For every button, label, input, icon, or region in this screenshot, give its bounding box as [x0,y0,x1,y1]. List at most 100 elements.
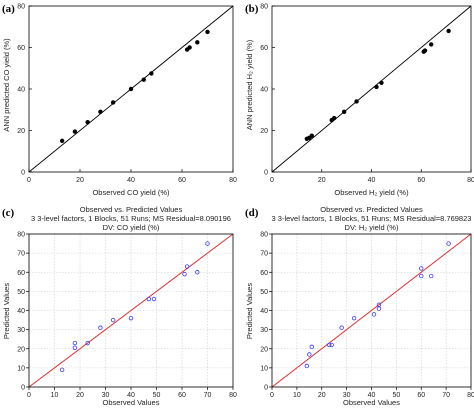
y-tick-label: 40 [260,87,268,94]
data-point [72,345,78,350]
x-tick-label: 30 [102,392,110,399]
x-tick-label: 80 [229,392,237,399]
x-axis-label: Observed H₂ yield (%) [334,188,409,197]
data-point [304,363,310,369]
data-point [341,109,347,115]
x-tick-label: 80 [229,177,237,184]
data-point [110,317,116,323]
data-point [195,270,200,275]
data-point [379,80,384,85]
reference-line [271,233,472,388]
y-tick-label: 0 [21,385,25,392]
y-tick-label: 60 [260,270,268,277]
x-tick-label: 60 [178,177,186,184]
x-axis-label: Observed CO yield (%) [92,188,170,197]
chart-title-line: Observed vs. Predicted Values [320,205,423,214]
y-tick-label: 40 [17,308,25,315]
data-point [146,296,152,302]
y-tick-label: 20 [17,346,25,353]
chart-title-line: Observed vs. Predicted Values [80,205,183,214]
x-tick-label: 10 [293,392,301,399]
y-tick-label: 10 [17,365,25,372]
y-axis-label: ANN predicted H₂ yield (%) [245,39,254,130]
y-axis-label: ANN predicted CO yield (%) [2,38,11,132]
x-axis-label: Observed Values [343,398,400,407]
data-point [85,120,90,125]
y-tick-label: 20 [260,346,268,353]
y-tick-label: 80 [260,232,268,239]
reference-line [28,233,234,388]
x-tick-label: 60 [417,392,425,399]
data-point [72,340,78,346]
x-tick-label: 70 [204,392,212,399]
y-tick-label: 60 [17,270,25,277]
x-tick-label: 40 [368,177,376,184]
data-point [307,352,312,357]
y-tick-label: 20 [17,128,25,135]
y-tick-label: 60 [260,45,268,52]
panel-label: (a) [2,3,15,15]
x-tick-label: 0 [27,177,31,184]
y-tick-label: 30 [260,327,268,334]
x-tick-label: 40 [127,392,135,399]
x-tick-label: 0 [270,392,274,399]
x-axis-label: Observed Values [103,398,160,407]
x-tick-label: 20 [76,392,84,399]
y-tick-label: 20 [260,128,268,135]
data-point [331,115,337,121]
data-point [98,325,103,330]
y-tick-label: 70 [17,251,25,258]
x-tick-label: 0 [270,177,274,184]
y-axis-label: Predicted Values [245,283,254,339]
data-point [351,315,357,321]
x-tick-label: 70 [442,392,450,399]
data-point [85,340,90,346]
data-point [151,296,157,302]
chart-title-line: 3 3-level factors, 1 Blocks, 51 Runs; MS… [272,214,472,223]
data-point [195,40,200,45]
y-tick-label: 80 [17,4,25,11]
y-tick-label: 40 [17,87,25,94]
data-point [339,325,344,330]
data-point [376,302,382,307]
data-point [419,266,424,271]
reference-line [271,5,472,173]
data-point [98,109,103,115]
chart-title-line: DV: CO yield (%) [103,223,160,232]
data-point [422,48,428,53]
x-tick-label: 40 [127,177,135,184]
data-point [446,241,451,246]
y-tick-label: 30 [17,327,25,334]
data-point [371,312,377,317]
x-tick-label: 30 [343,392,351,399]
x-tick-label: 10 [51,392,59,399]
data-point [128,86,134,92]
data-point [149,71,154,76]
x-tick-label: 50 [392,392,400,399]
x-tick-label: 20 [318,177,326,184]
data-point [429,273,434,279]
x-tick-label: 60 [178,392,186,399]
x-tick-label: 80 [467,177,474,184]
y-tick-label: 0 [264,385,268,392]
x-tick-label: 0 [27,392,31,399]
panel-label: (b) [245,3,259,15]
data-point [59,367,65,372]
chart-title-line: DV: H₂ yield (%) [345,223,399,232]
x-tick-label: 20 [318,392,326,399]
data-point [187,45,192,50]
y-tick-label: 80 [260,4,268,11]
data-point [184,264,190,269]
chart-panel-1: (a) 0 20 40 60 80 0 20 40 60 80 Observed CO yield (… [2,3,237,197]
data-point [429,42,434,47]
data-point [376,306,382,311]
x-tick-label: 50 [153,392,161,399]
data-point [110,100,116,105]
data-point [354,99,359,104]
x-tick-label: 40 [368,392,376,399]
y-tick-label: 80 [17,232,25,239]
y-tick-label: 0 [264,170,268,177]
panel-label: (d) [245,207,259,219]
